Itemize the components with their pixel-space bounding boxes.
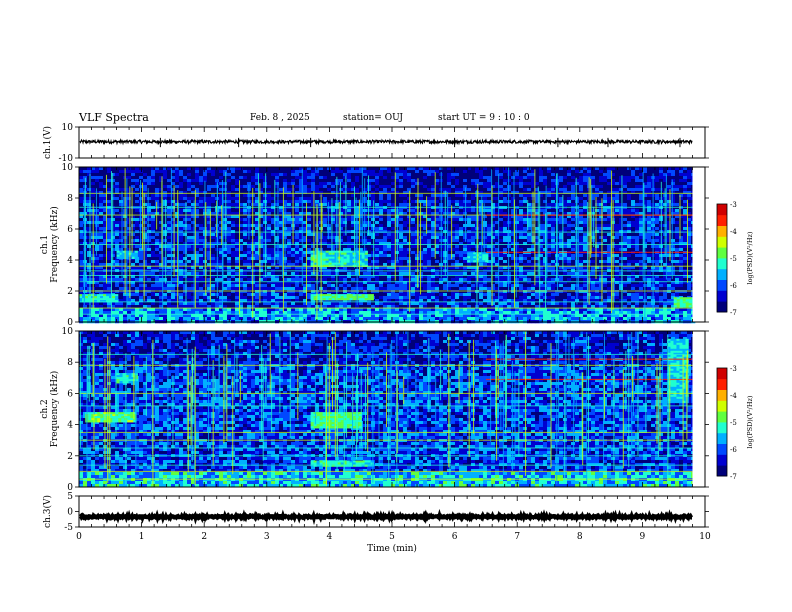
x-tick-label: 4 [327, 532, 333, 542]
colorbar-frame [716, 203, 728, 313]
ch1-spectrogram-channel-label: ch.1 [40, 235, 50, 254]
ch1-spectrogram-colorbar [717, 204, 727, 313]
date-label: Feb. 8 , 2025 [250, 113, 310, 123]
y-tick-label: 10 [62, 123, 74, 133]
y-tick-label: 10 [62, 327, 74, 337]
colorbar-tick-label: -4 [730, 228, 737, 236]
x-tick-label: 3 [264, 532, 270, 542]
x-tick-label: 6 [452, 532, 458, 542]
colorbar-tick-label: -4 [730, 392, 737, 400]
ch1-spectrogram-ylabel: Frequency (kHz) [49, 206, 60, 283]
ch1-spectrogram-colorbar-label: log(PSD)(V²/Hz) [746, 231, 754, 284]
y-tick-label: 8 [67, 358, 73, 368]
y-tick-label: 2 [67, 452, 73, 462]
ch2-spectrogram-image [79, 331, 705, 488]
colorbar-tick-label: -5 [730, 419, 737, 427]
colorbar-tick-label: -6 [730, 446, 737, 454]
y-tick-label: 4 [67, 421, 73, 431]
ch2-spectrogram-channel-label: ch.2 [40, 399, 50, 418]
y-tick-label: 5 [67, 492, 73, 502]
y-tick-label: 6 [67, 225, 73, 235]
x-tick-label: 9 [640, 532, 646, 542]
colorbar-tick-label: -5 [730, 255, 737, 263]
colorbar-tick-label: -6 [730, 282, 737, 290]
colorbar-tick-label: -7 [730, 473, 737, 481]
y-tick-label: 6 [67, 389, 73, 399]
y-tick-label: -5 [64, 523, 73, 533]
chart-title: VLF Spectra [79, 111, 149, 124]
x-tick-label: 5 [389, 532, 395, 542]
y-tick-label: -10 [59, 154, 74, 164]
ch2-spectrogram-colorbar [717, 368, 727, 477]
x-tick-label: 8 [577, 532, 583, 542]
ch3-waveform-ylabel: ch.3(V) [42, 495, 53, 528]
ch1-spectrogram-image [79, 167, 705, 324]
x-axis-label: Time (min) [367, 543, 417, 554]
x-tick-label: 10 [699, 532, 711, 542]
x-tick-label: 1 [139, 532, 145, 542]
ch1-waveform-trace [79, 137, 693, 146]
x-tick-label: 2 [201, 532, 207, 542]
x-tick-label: 7 [514, 532, 520, 542]
y-tick-label: 4 [67, 256, 73, 266]
colorbar-frame [716, 367, 728, 477]
x-tick-label: 0 [76, 532, 82, 542]
ch3-waveform-trace [79, 508, 694, 526]
ch2-spectrogram-colorbar-label: log(PSD)(V²/Hz) [746, 395, 754, 448]
ch1-waveform-ylabel: ch.1(V) [42, 126, 53, 159]
colorbar-tick-label: -7 [730, 309, 737, 317]
y-tick-label: 10 [62, 163, 74, 173]
station-label: station= OUJ [343, 113, 404, 123]
colorbar-tick-label: -3 [730, 365, 737, 373]
y-tick-label: 0 [67, 318, 73, 328]
y-tick-label: 0 [67, 483, 73, 493]
y-tick-label: 8 [67, 194, 73, 204]
y-tick-label: 0 [67, 508, 73, 518]
ch2-spectrogram-ylabel: Frequency (kHz) [49, 371, 60, 448]
start-time-label: start UT = 9 : 10 : 0 [438, 113, 530, 123]
y-tick-label: 2 [67, 287, 73, 297]
colorbar-tick-label: -3 [730, 201, 737, 209]
